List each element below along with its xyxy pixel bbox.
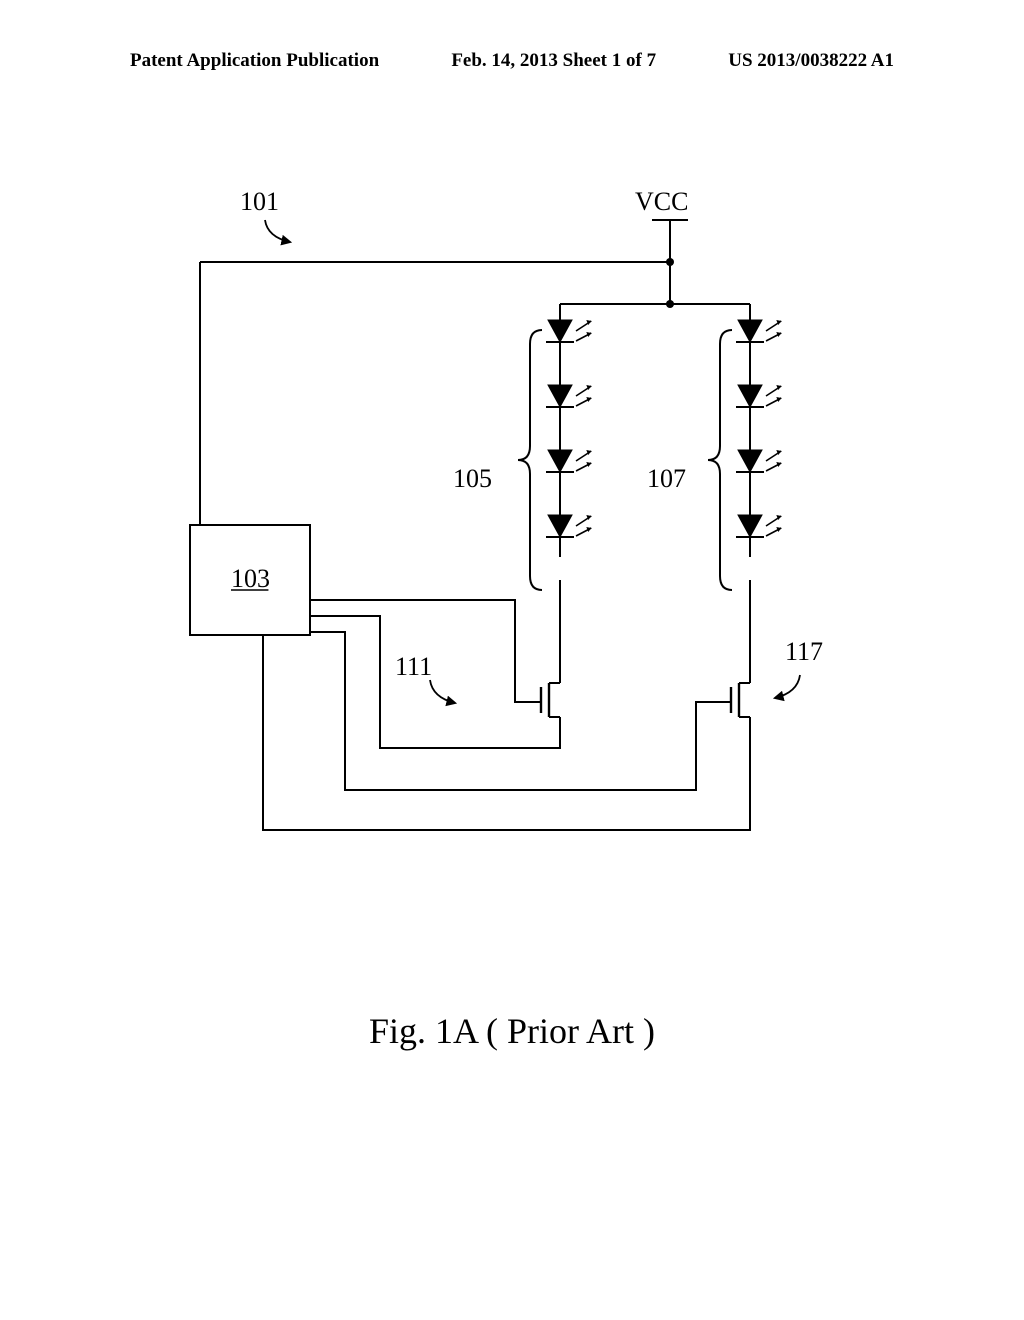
arrow-111 bbox=[430, 680, 455, 703]
label-117: 117 bbox=[785, 637, 823, 666]
circuit-diagram: 101 VCC 105 107 103 111 117 bbox=[150, 180, 870, 910]
header-right: US 2013/0038222 A1 bbox=[728, 50, 894, 72]
led-icon bbox=[548, 320, 572, 342]
label-103: 103 bbox=[231, 564, 270, 593]
label-107: 107 bbox=[647, 464, 686, 493]
led-icon bbox=[738, 320, 762, 342]
led-icon bbox=[548, 385, 572, 407]
arrow-117 bbox=[775, 675, 800, 698]
figure-caption: Fig. 1A ( Prior Art ) bbox=[0, 1010, 1024, 1052]
string-107-brace bbox=[708, 330, 732, 590]
header-left: Patent Application Publication bbox=[130, 50, 379, 72]
header-center: Feb. 14, 2013 Sheet 1 of 7 bbox=[451, 50, 656, 72]
led-icon bbox=[548, 450, 572, 472]
box-out-4 bbox=[263, 635, 750, 830]
node-dot bbox=[666, 300, 674, 308]
label-111: 111 bbox=[395, 652, 432, 681]
led-icon bbox=[548, 515, 572, 537]
label-105: 105 bbox=[453, 464, 492, 493]
led-icon bbox=[738, 515, 762, 537]
box-out-2 bbox=[310, 616, 560, 748]
arrow-101 bbox=[265, 220, 290, 242]
led-icon bbox=[738, 450, 762, 472]
label-101: 101 bbox=[240, 187, 279, 216]
node-dot bbox=[666, 258, 674, 266]
string-105-brace bbox=[518, 330, 542, 590]
caption-text: Fig. 1A ( Prior Art ) bbox=[369, 1011, 655, 1051]
label-VCC: VCC bbox=[635, 187, 688, 216]
led-icon bbox=[738, 385, 762, 407]
page-header: Patent Application Publication Feb. 14, … bbox=[0, 50, 1024, 72]
